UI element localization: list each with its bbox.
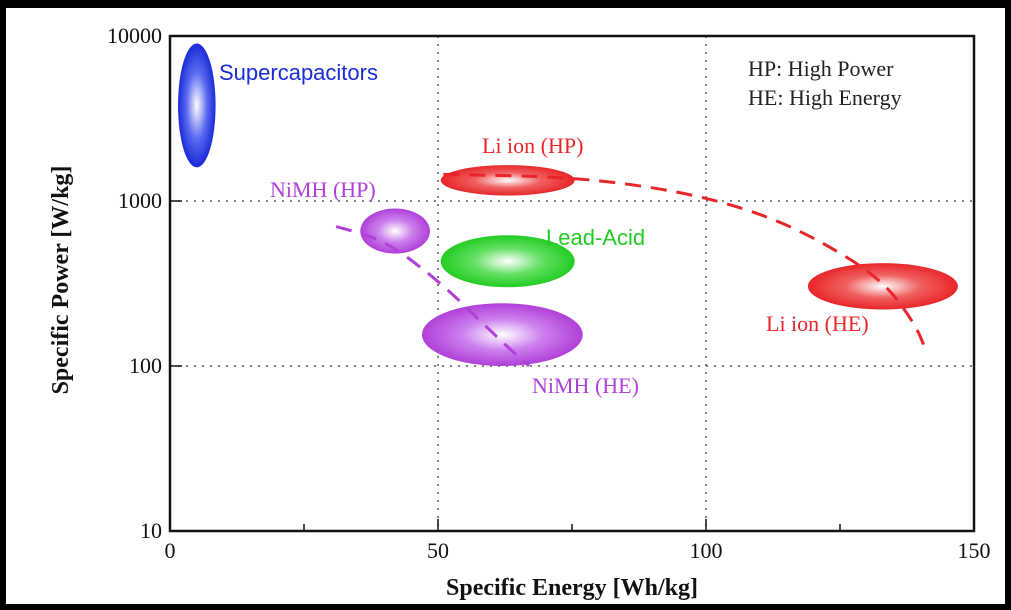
trend-lines-layer — [335, 172, 928, 368]
gridlines — [170, 36, 974, 531]
region-nimh-hp — [360, 208, 430, 254]
trend-line-li-ion — [443, 172, 928, 351]
ragone-chart: 0 50 100 150 10 100 1000 10000 Specific … — [48, 23, 991, 601]
label-lead-acid: Lead-Acid — [546, 225, 645, 250]
region-li-ion-hp — [440, 165, 575, 196]
region-lead-acid — [440, 235, 575, 288]
y-tick-label-10: 10 — [140, 518, 162, 543]
x-axis-title: Specific Energy [Wh/kg] — [446, 575, 698, 601]
y-tick-label-1000: 1000 — [118, 188, 162, 213]
label-nimh-he: NiMH (HE) — [532, 373, 639, 398]
label-li-ion-hp: Li ion (HP) — [482, 133, 583, 158]
region-supercapacitors — [178, 43, 216, 168]
note-hp: HP: High Power — [748, 56, 894, 81]
x-tick-label-100: 100 — [690, 538, 723, 563]
y-tick-label-10000: 10000 — [107, 23, 162, 48]
y-axis-title: Specific Power [W/kg] — [48, 166, 74, 395]
label-li-ion-he: Li ion (HE) — [766, 311, 869, 336]
chart-frame: 0 50 100 150 10 100 1000 10000 Specific … — [6, 8, 1005, 604]
regions-layer — [178, 43, 958, 366]
note-he: HE: High Energy — [748, 85, 902, 110]
region-nimh-he — [421, 303, 583, 366]
x-tick-label-50: 50 — [427, 538, 449, 563]
region-li-ion-he — [807, 263, 958, 310]
label-supercapacitors: Supercapacitors — [219, 60, 378, 85]
y-tick-label-100: 100 — [129, 353, 162, 378]
x-tick-label-0: 0 — [165, 538, 176, 563]
x-tick-label-150: 150 — [958, 538, 991, 563]
trend-line-nimh — [335, 225, 531, 368]
tick-marks — [169, 200, 841, 531]
label-nimh-hp: NiMH (HP) — [270, 177, 376, 202]
